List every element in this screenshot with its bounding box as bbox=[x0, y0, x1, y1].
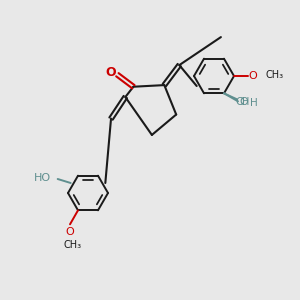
Text: H: H bbox=[242, 97, 250, 107]
Text: CH₃: CH₃ bbox=[266, 70, 284, 80]
Text: O: O bbox=[105, 66, 116, 79]
Text: O: O bbox=[249, 71, 257, 81]
Text: O: O bbox=[236, 97, 244, 107]
Text: CH₃: CH₃ bbox=[64, 240, 82, 250]
Text: O: O bbox=[66, 227, 74, 237]
Text: H: H bbox=[250, 98, 258, 108]
Text: HO: HO bbox=[34, 173, 51, 183]
Text: O: O bbox=[239, 97, 248, 107]
